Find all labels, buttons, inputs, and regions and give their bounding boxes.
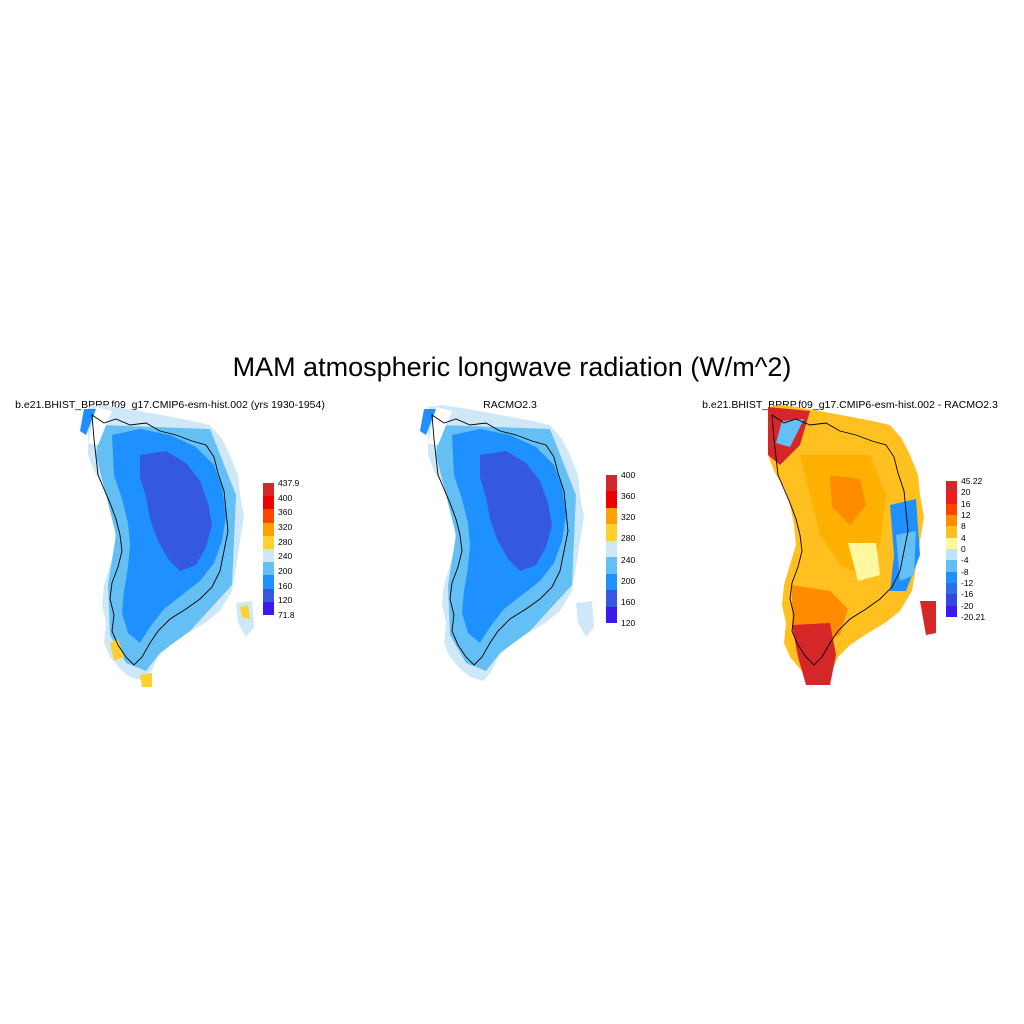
colorbar-swatch: [263, 496, 274, 510]
colorbar-label: 240: [278, 551, 293, 562]
colorbar-label: 400: [278, 492, 293, 503]
colorbar-swatch: [606, 524, 617, 541]
colorbar-swatch: [946, 526, 957, 538]
colorbar-label: 16: [961, 498, 971, 509]
colorbar-label: 400: [621, 470, 636, 480]
colorbar-swatch: [946, 481, 957, 493]
greenland-map-difference: [768, 405, 936, 685]
colorbar-swatch: [263, 588, 274, 602]
colorbar-label: -20: [961, 600, 974, 611]
panel-racmo: RACMO2.3 400 360 320 280 240 200 160 120: [340, 395, 680, 695]
ice-sheet-interior: [480, 451, 552, 571]
colorbar-label: -16: [961, 589, 974, 600]
colorbar-swatch: [263, 535, 274, 549]
colorbar-swatch: [946, 594, 957, 606]
diff-iceland: [920, 601, 936, 635]
colorbar-swatch: [263, 562, 274, 576]
colorbar-swatch: [263, 522, 274, 536]
colorbar-label: 280: [621, 533, 636, 544]
colorbar-label: 120: [278, 595, 293, 606]
colorbar-swatch: [606, 573, 617, 591]
diff-south-red: [792, 623, 836, 685]
colorbar-label: 120: [621, 618, 636, 628]
iceland-fragment: [236, 601, 254, 637]
colorbar-boxes: [946, 481, 957, 617]
colorbar-label: 8: [961, 521, 966, 532]
colorbar-label: -4: [961, 555, 969, 566]
colorbar-label: 437.9: [278, 478, 300, 488]
diff-north-cool: [776, 419, 804, 447]
iceland-warm-cells: [240, 605, 250, 619]
colorbar-label: 12: [961, 510, 971, 520]
colorbar-swatch: [606, 590, 617, 607]
panel-model: b.e21.BHIST_BPRP.f09_g17.CMIP6-esm-hist.…: [0, 395, 340, 695]
colorbar-swatch: [263, 601, 274, 615]
diff-pale-zone: [848, 543, 880, 581]
diff-east-light: [896, 531, 916, 581]
colorbar-swatch: [606, 507, 617, 525]
colorbar-label: 200: [278, 566, 293, 576]
ice-sheet-interior: [140, 451, 212, 571]
colorbar-label: 160: [278, 580, 293, 591]
colorbar-label: 71.8: [278, 610, 295, 620]
diff-interior-peak: [830, 475, 866, 525]
panel-title-racmo: RACMO2.3: [483, 399, 537, 411]
colorbar-swatch: [946, 582, 957, 595]
colorbar-swatch: [606, 557, 617, 574]
iceland-fragment: [576, 601, 594, 637]
colorbar-label: 160: [621, 596, 636, 607]
colorbar-swatch: [606, 475, 617, 492]
colorbar-label: 0: [961, 544, 966, 554]
colorbar-swatch: [606, 540, 617, 558]
south-warm-cells: [110, 639, 124, 661]
greenland-map-racmo: [420, 405, 594, 681]
colorbar-swatch: [263, 575, 274, 589]
colorbar-label: 320: [621, 512, 636, 523]
colorbar-swatch: [946, 571, 957, 583]
coastline: [91, 414, 229, 666]
colorbar-swatch: [606, 606, 617, 623]
colorbar-swatch: [606, 491, 617, 508]
main-title: MAM atmospheric longwave radiation (W/m^…: [232, 352, 792, 382]
southtip-warm-cells: [140, 673, 152, 687]
colorbar-label: 360: [621, 491, 636, 502]
colorbar-label: 200: [621, 575, 636, 586]
coastline: [431, 414, 569, 666]
colorbar-swatch: [946, 548, 957, 561]
coastline: [771, 414, 909, 666]
colorbar-swatch: [946, 537, 957, 549]
colorbar-boxes: [263, 483, 274, 615]
colorbar-swatch: [946, 605, 957, 617]
colorbar-boxes: [606, 475, 617, 623]
colorbar-label: 360: [278, 507, 293, 518]
colorbar-swatch: [946, 560, 957, 572]
colorbar-label: -8: [961, 566, 969, 577]
colorbar-swatch: [263, 483, 274, 497]
colorbar-swatch: [263, 548, 274, 563]
colorbar-swatch: [946, 503, 957, 515]
colorbar-label: 280: [278, 536, 293, 547]
colorbar-label: 240: [621, 554, 636, 565]
colorbar-label: -20.21: [961, 612, 986, 622]
colorbar-swatch: [946, 514, 957, 527]
colorbar-label: 45.22: [961, 476, 983, 486]
colorbar-label: 4: [961, 532, 966, 543]
colorbar-label: -12: [961, 578, 974, 588]
colorbar-label: 320: [278, 522, 293, 532]
panel-difference: b.e21.BHIST_BPRP.f09_g17.CMIP6-esm-hist.…: [680, 395, 1020, 695]
colorbar-swatch: [263, 509, 274, 523]
colorbar-label: 20: [961, 487, 971, 498]
colorbar-swatch: [946, 492, 957, 504]
greenland-map-model: [80, 405, 254, 687]
